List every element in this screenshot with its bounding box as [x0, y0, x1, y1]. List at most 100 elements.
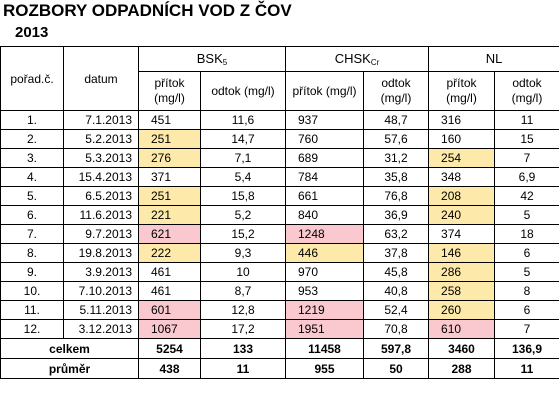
cell-chsk-outflow: 70,8: [362, 319, 430, 339]
cell-bsk-inflow: 451: [138, 110, 201, 130]
cell-bsk-outflow: 9,3: [200, 243, 286, 263]
cell-bsk-inflow: 221: [138, 205, 201, 225]
cell-bsk-inflow: 371: [138, 167, 201, 187]
cell-chsk-outflow: 597,8: [362, 338, 430, 359]
cell-date: 3.12.2013: [63, 319, 139, 339]
cell-nl-inflow: 348: [428, 167, 496, 187]
cell-nl-outflow: 42: [494, 186, 559, 206]
cell-date: 7.1.2013: [63, 110, 139, 130]
cell-nl-inflow: 240: [428, 205, 496, 225]
table-row: 5. 6.5.2013 251 15,8 661 76,8 208 42: [0, 186, 559, 206]
cell-chsk-inflow: 784: [285, 167, 364, 187]
cell-bsk-inflow: 461: [138, 262, 201, 282]
table-row: 8. 19.8.2013 222 9,3 446 37,8 146 6: [0, 243, 559, 263]
cell-nl-inflow: 288: [428, 358, 496, 379]
header-bsk-inflow: přítok (mg/l): [138, 71, 201, 111]
cell-chsk-inflow: 446: [285, 243, 364, 263]
cell-index: 4.: [0, 167, 64, 187]
cell-bsk-inflow: 222: [138, 243, 201, 263]
table-row: 12. 3.12.2013 1067 17,2 1951 70,8 610 7: [0, 319, 559, 339]
cell-nl-inflow: 260: [428, 300, 496, 320]
cell-date: 11.6.2013: [63, 205, 139, 225]
table-row: 7. 9.7.2013 621 15,2 1248 63,2 374 18: [0, 224, 559, 244]
cell-date: 19.8.2013: [63, 243, 139, 263]
cell-date: 9.7.2013: [63, 224, 139, 244]
cell-chsk-outflow: 40,8: [362, 281, 430, 301]
cell-chsk-outflow: 63,2: [362, 224, 430, 244]
cell-bsk-outflow: 11: [200, 358, 286, 379]
cell-index: 1.: [0, 110, 64, 130]
header-group-chsk: CHSKCr: [284, 46, 430, 72]
cell-bsk-outflow: 15,8: [200, 186, 286, 206]
cell-bsk-outflow: 17,2: [200, 319, 286, 339]
page-title: ROZBORY ODPADNÍCH VOD Z ČOV: [3, 1, 292, 20]
cell-bsk-outflow: 10: [200, 262, 286, 282]
table-row: 9. 3.9.2013 461 10 970 45,8 286 5: [0, 262, 559, 282]
cell-chsk-inflow: 840: [285, 205, 364, 225]
header-bsk-outflow: odtok (mg/l): [200, 71, 286, 111]
cell-nl-outflow: 11: [494, 358, 559, 379]
cell-nl-outflow: 6: [494, 243, 559, 263]
year-label: 2013: [15, 24, 49, 41]
cell-chsk-outflow: 48,7: [362, 110, 430, 130]
cell-nl-outflow: 15: [494, 129, 559, 149]
cell-nl-inflow: 286: [428, 262, 496, 282]
cell-bsk-outflow: 12,8: [200, 300, 286, 320]
header-chsk-outflow: odtok (mg/l): [362, 71, 430, 111]
cell-index: 6.: [0, 205, 64, 225]
table-row: 2. 5.2.2013 251 14,7 760 57,6 160 15: [0, 129, 559, 149]
cell-bsk-inflow: 276: [138, 148, 201, 168]
cell-chsk-outflow: 76,8: [362, 186, 430, 206]
cell-nl-inflow: 146: [428, 243, 496, 263]
cell-index: 9.: [0, 262, 64, 282]
cell-nl-outflow: 7: [494, 319, 559, 339]
header-chsk-inflow: přítok (mg/l): [285, 71, 364, 111]
cell-nl-inflow: 208: [428, 186, 496, 206]
table-row: 11. 5.11.2013 601 12,8 1219 52,4 260 6: [0, 300, 559, 320]
cell-index: 5.: [0, 186, 64, 206]
cell-chsk-outflow: 45,8: [362, 262, 430, 282]
cell-chsk-outflow: 35,8: [362, 167, 430, 187]
cell-nl-inflow: 3460: [428, 338, 496, 359]
table-row: 4. 15.4.2013 371 5,4 784 35,8 348 6,9: [0, 167, 559, 187]
average-row: průměr 438 11 955 50 288 11: [0, 358, 559, 379]
cell-bsk-inflow: 621: [138, 224, 201, 244]
cell-chsk-inflow: 955: [285, 358, 364, 379]
cell-bsk-inflow: 438: [138, 358, 201, 379]
header-nl-inflow: přítok (mg/l): [428, 71, 496, 111]
table-row: 6. 11.6.2013 221 5,2 840 36,9 240 5: [0, 205, 559, 225]
cell-nl-inflow: 254: [428, 148, 496, 168]
header-index: pořad.č.: [0, 46, 64, 111]
cell-chsk-inflow: 937: [285, 110, 364, 130]
cell-bsk-outflow: 15,2: [200, 224, 286, 244]
cell-nl-outflow: 18: [494, 224, 559, 244]
cell-date: 5.2.2013: [63, 129, 139, 149]
cell-date: 3.9.2013: [63, 262, 139, 282]
cell-nl-outflow: 6: [494, 300, 559, 320]
cell-bsk-inflow: 251: [138, 129, 201, 149]
cell-nl-inflow: 316: [428, 110, 496, 130]
cell-chsk-inflow: 953: [285, 281, 364, 301]
cell-bsk-outflow: 133: [200, 338, 286, 359]
cell-chsk-inflow: 760: [285, 129, 364, 149]
cell-chsk-inflow: 970: [285, 262, 364, 282]
header-date: datum: [63, 46, 139, 111]
cell-nl-inflow: 374: [428, 224, 496, 244]
cell-bsk-outflow: 5,2: [200, 205, 286, 225]
cell-nl-inflow: 160: [428, 129, 496, 149]
header-row-groups: pořad.č. datum BSK5 CHSKCr NL: [0, 46, 559, 111]
cell-date: 7.10.2013: [63, 281, 139, 301]
cell-bsk-inflow: 461: [138, 281, 201, 301]
cell-nl-outflow: 136,9: [494, 338, 559, 359]
cell-date: 15.4.2013: [63, 167, 139, 187]
cell-bsk-inflow: 5254: [138, 338, 201, 359]
cell-index: 10.: [0, 281, 64, 301]
cell-chsk-inflow: 689: [285, 148, 364, 168]
cell-chsk-outflow: 36,9: [362, 205, 430, 225]
cell-bsk-outflow: 8,7: [200, 281, 286, 301]
cell-nl-outflow: 8: [494, 281, 559, 301]
cell-chsk-inflow: 1248: [285, 224, 364, 244]
cell-bsk-inflow: 1067: [138, 319, 201, 339]
cell-bsk-outflow: 7,1: [200, 148, 286, 168]
cell-bsk-outflow: 5,4: [200, 167, 286, 187]
